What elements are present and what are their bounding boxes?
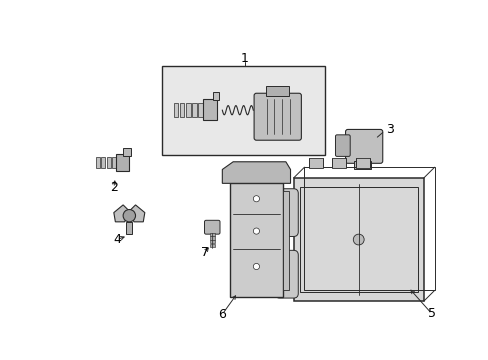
Circle shape bbox=[123, 210, 135, 222]
Bar bbox=[126, 222, 132, 234]
Bar bbox=[198, 103, 203, 117]
Bar bbox=[332, 158, 346, 168]
Text: 5: 5 bbox=[427, 307, 435, 320]
Circle shape bbox=[253, 228, 259, 234]
Bar bbox=[304, 167, 434, 291]
Bar bbox=[162, 66, 324, 155]
Text: 4: 4 bbox=[113, 233, 121, 246]
FancyBboxPatch shape bbox=[335, 135, 349, 156]
Text: 7: 7 bbox=[200, 246, 208, 259]
Circle shape bbox=[253, 195, 259, 202]
Text: 2: 2 bbox=[110, 181, 118, 194]
Bar bbox=[173, 103, 178, 117]
Bar bbox=[179, 103, 184, 117]
Circle shape bbox=[352, 234, 364, 245]
Bar bbox=[282, 191, 288, 289]
Bar bbox=[112, 157, 116, 168]
Bar bbox=[96, 157, 100, 168]
FancyBboxPatch shape bbox=[345, 130, 382, 163]
Circle shape bbox=[253, 264, 259, 270]
Bar bbox=[116, 154, 128, 171]
FancyBboxPatch shape bbox=[274, 250, 298, 298]
Bar bbox=[185, 103, 190, 117]
Bar bbox=[209, 237, 214, 239]
Bar bbox=[299, 187, 417, 292]
Bar bbox=[101, 157, 105, 168]
Bar bbox=[355, 158, 369, 168]
FancyBboxPatch shape bbox=[274, 189, 298, 237]
FancyBboxPatch shape bbox=[204, 220, 220, 234]
Polygon shape bbox=[222, 162, 290, 183]
Polygon shape bbox=[129, 205, 144, 222]
Bar bbox=[192, 103, 196, 117]
Bar bbox=[123, 148, 131, 156]
Bar bbox=[107, 157, 110, 168]
Bar bbox=[203, 99, 217, 120]
Text: 1: 1 bbox=[241, 52, 248, 65]
Bar bbox=[209, 244, 214, 247]
Bar bbox=[209, 240, 214, 243]
Bar bbox=[213, 93, 219, 100]
Text: 6: 6 bbox=[218, 308, 226, 321]
FancyBboxPatch shape bbox=[254, 93, 301, 140]
Text: 3: 3 bbox=[386, 123, 394, 136]
Bar bbox=[353, 161, 370, 169]
Bar bbox=[308, 158, 323, 168]
Bar bbox=[209, 233, 214, 236]
Bar bbox=[293, 178, 423, 301]
Bar bbox=[265, 86, 288, 96]
Bar bbox=[230, 183, 282, 297]
Polygon shape bbox=[114, 205, 129, 222]
